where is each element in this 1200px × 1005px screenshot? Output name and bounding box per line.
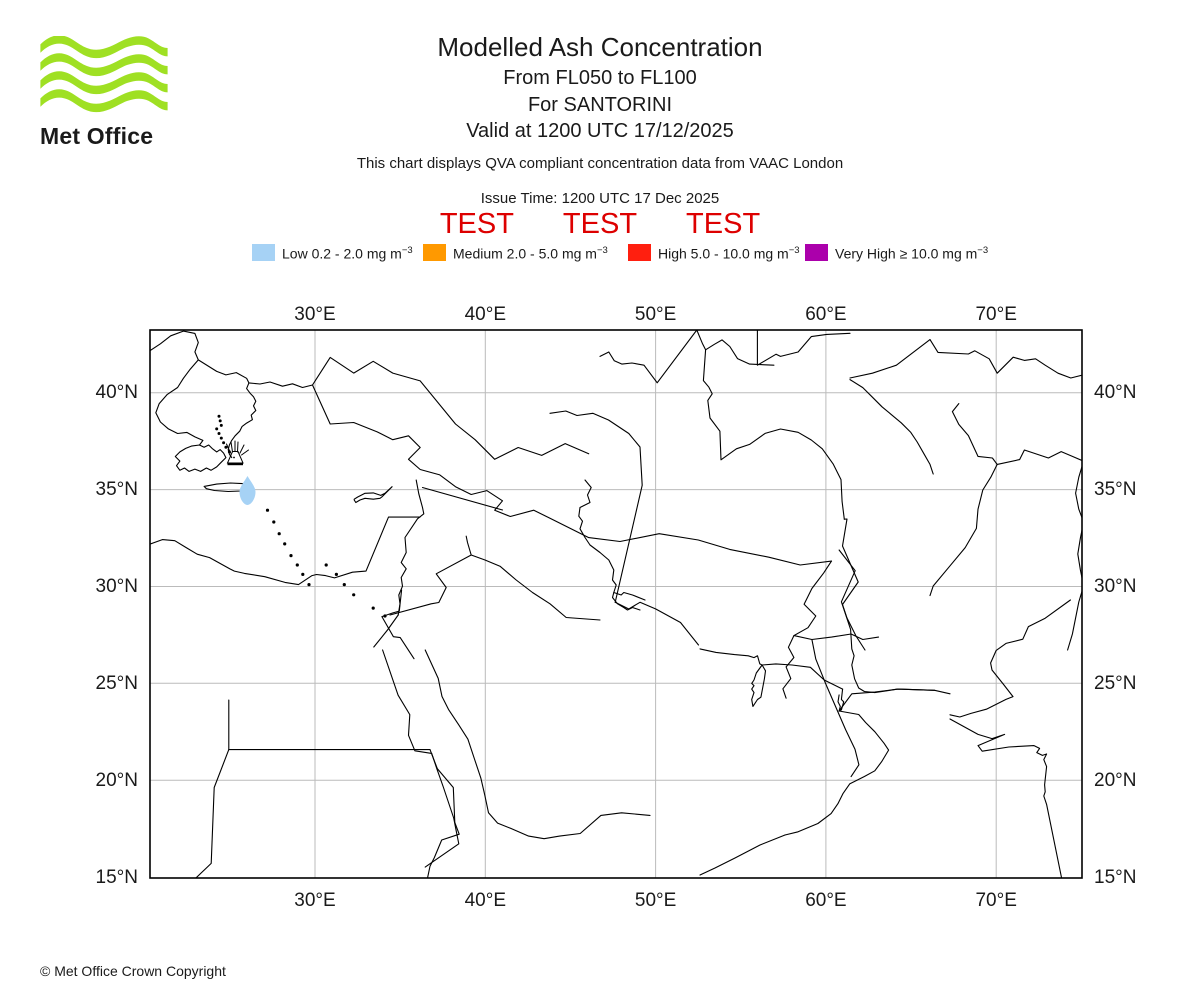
svg-text:35°N: 35°N (1094, 479, 1136, 500)
svg-text:25°N: 25°N (1094, 673, 1136, 694)
svg-text:40°E: 40°E (465, 890, 506, 911)
svg-text:30°N: 30°N (96, 576, 138, 597)
svg-text:70°E: 70°E (975, 890, 1016, 911)
svg-text:35°N: 35°N (96, 479, 138, 500)
svg-text:70°E: 70°E (975, 304, 1016, 325)
svg-text:40°N: 40°N (96, 382, 138, 403)
svg-text:60°E: 60°E (805, 890, 846, 911)
svg-text:60°E: 60°E (805, 304, 846, 325)
svg-text:15°N: 15°N (1094, 867, 1136, 888)
svg-text:15°N: 15°N (96, 867, 138, 888)
svg-text:40°N: 40°N (1094, 382, 1136, 403)
svg-text:30°E: 30°E (294, 890, 335, 911)
svg-text:40°E: 40°E (465, 304, 506, 325)
svg-text:50°E: 50°E (635, 890, 676, 911)
svg-text:20°N: 20°N (1094, 770, 1136, 791)
svg-text:50°E: 50°E (635, 304, 676, 325)
svg-text:30°N: 30°N (1094, 576, 1136, 597)
svg-text:20°N: 20°N (96, 770, 138, 791)
svg-text:30°E: 30°E (294, 304, 335, 325)
svg-text:25°N: 25°N (96, 673, 138, 694)
